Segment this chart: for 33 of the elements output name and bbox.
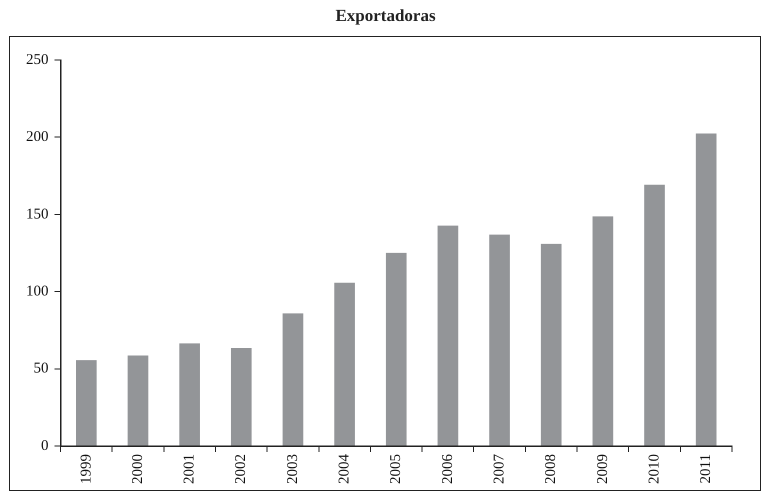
x-tick-label: 2004 <box>336 454 353 484</box>
bar <box>592 216 614 446</box>
y-tick-label: 250 <box>26 52 48 68</box>
y-tick-label: 0 <box>41 438 48 454</box>
chart-title: Exportadoras <box>334 6 437 26</box>
x-tick-label: 2010 <box>646 454 662 484</box>
x-tick-label: 2007 <box>491 454 508 484</box>
bar <box>696 133 717 446</box>
bar <box>334 282 355 446</box>
x-tick-label: 2008 <box>543 454 560 484</box>
bar <box>644 184 665 446</box>
x-tick-label: 2000 <box>130 454 146 484</box>
x-tick-label: 2002 <box>233 454 250 484</box>
x-tick-label: 1999 <box>78 454 94 484</box>
bar <box>489 234 510 446</box>
x-tick-label: 2005 <box>388 454 404 484</box>
bar <box>386 252 407 446</box>
x-tick-label: 2011 <box>698 454 714 484</box>
x-tick-label: 2009 <box>594 454 611 484</box>
bar <box>438 226 458 446</box>
x-tick-label: 2003 <box>284 454 301 484</box>
y-tick-label: 100 <box>26 284 48 300</box>
y-tick-label: 150 <box>26 206 48 222</box>
bar <box>179 343 200 446</box>
x-tick-label: 2001 <box>182 454 198 484</box>
bar <box>76 360 97 446</box>
y-tick-label: 50 <box>34 360 48 377</box>
y-tick-label: 200 <box>26 129 48 146</box>
bar <box>540 244 562 446</box>
bar <box>282 313 304 446</box>
bar <box>128 356 148 446</box>
bar <box>230 348 252 446</box>
x-tick-label: 2006 <box>440 454 456 484</box>
